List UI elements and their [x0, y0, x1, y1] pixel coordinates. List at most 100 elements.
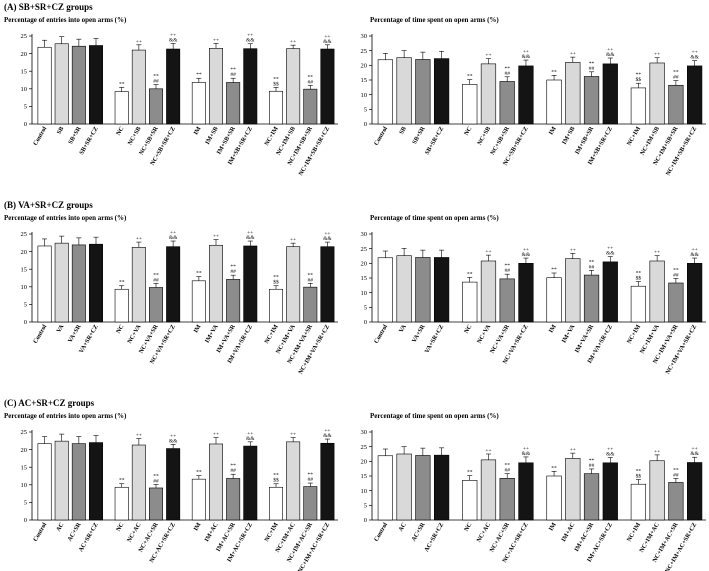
bar — [668, 482, 684, 521]
bar — [71, 443, 86, 521]
x-category-label: NC — [115, 324, 126, 335]
bar — [377, 59, 393, 125]
bar — [565, 458, 581, 521]
significance-label: ** — [636, 469, 642, 475]
significance-label: $$ — [636, 275, 642, 282]
x-category-label: NC — [463, 126, 474, 137]
x-category-label: NC+IM — [626, 323, 642, 345]
y-tick-label: 5 — [24, 104, 27, 111]
significance-label: ++ — [213, 234, 219, 240]
y-tick-label: 15 — [21, 266, 28, 273]
bar-chart: Percentage of time spent on open arms (%… — [361, 16, 706, 177]
significance-label: ++ — [247, 431, 253, 437]
x-category-label: IM+AC — [560, 522, 576, 543]
significance-label: && — [522, 252, 531, 258]
bar — [286, 246, 301, 323]
significance-label: && — [246, 235, 255, 241]
significance-label: ++ — [170, 433, 176, 439]
significance-label: ** — [673, 267, 679, 273]
significance-label: ## — [589, 264, 595, 270]
y-tick-label: 10 — [361, 92, 368, 99]
chart-title: Percentage of entries into open arms (%) — [4, 16, 127, 24]
x-category-label: IM+SB — [204, 126, 220, 146]
bar — [630, 285, 647, 323]
y-tick-label: 25 — [361, 246, 368, 253]
significance-label: ## — [308, 79, 314, 85]
significance-label: ** — [504, 263, 510, 269]
significance-label: ++ — [607, 246, 613, 252]
significance-label: && — [169, 37, 178, 43]
chart-title: Percentage of time spent on open arms (%… — [370, 412, 499, 420]
bar — [37, 443, 52, 521]
bar — [71, 244, 86, 323]
significance-label: ** — [551, 69, 557, 75]
significance-label: ** — [673, 467, 679, 473]
y-tick-label: 15 — [21, 464, 28, 471]
x-category-label: NC — [115, 522, 126, 533]
bar — [243, 445, 258, 521]
significance-label: ++ — [247, 33, 253, 39]
bar — [433, 58, 450, 125]
bar — [565, 62, 581, 125]
x-category-label: VA — [398, 323, 408, 334]
y-tick-label: 30 — [361, 33, 368, 40]
bar — [320, 246, 335, 323]
bar — [433, 257, 450, 323]
significance-label: ** — [308, 74, 314, 80]
y-tick-label: 15 — [361, 77, 368, 84]
significance-label: ## — [153, 277, 159, 283]
y-tick-label: 25 — [361, 48, 368, 55]
x-category-label: NC+IM — [263, 125, 279, 147]
x-category-label: VA+SR+CZ — [423, 324, 445, 355]
significance-label: && — [690, 451, 699, 457]
bar — [166, 48, 181, 125]
x-category-label: NC+VA — [476, 323, 493, 345]
x-category-label: NC — [463, 324, 474, 335]
x-category-label: NC+IM — [626, 125, 642, 147]
bar — [54, 440, 69, 521]
significance-label: && — [323, 433, 332, 439]
bar — [286, 441, 301, 521]
y-tick-label: 25 — [361, 444, 368, 451]
x-category-label: IM — [548, 323, 558, 334]
bar — [499, 81, 515, 125]
bar — [131, 247, 146, 323]
significance-label: ** — [467, 74, 473, 80]
significance-label: ** — [589, 61, 595, 67]
bar — [269, 90, 283, 125]
bar — [415, 455, 431, 521]
section-heading: (B) VA+SR+CZ groups — [4, 200, 93, 210]
bar — [114, 91, 129, 125]
bar — [320, 442, 335, 521]
chart-title: Percentage of entries into open arms (%) — [4, 412, 127, 420]
bar — [518, 263, 534, 323]
significance-label: && — [606, 251, 615, 257]
bar — [89, 243, 103, 323]
significance-label: ++ — [523, 49, 529, 55]
y-tick-label: 15 — [361, 275, 368, 282]
significance-label: && — [606, 52, 615, 58]
significance-label: ** — [119, 81, 125, 87]
y-tick-label: 20 — [361, 63, 368, 70]
bar — [396, 453, 412, 521]
x-category-label: IM — [548, 521, 558, 532]
bar — [583, 274, 600, 323]
bar — [269, 288, 283, 323]
x-category-label: IM+AC — [203, 522, 219, 543]
y-tick-label: 20 — [21, 249, 28, 256]
significance-label: && — [169, 438, 178, 444]
significance-label: $$ — [273, 279, 279, 286]
bar — [89, 45, 103, 125]
bar — [565, 258, 581, 323]
y-tick-label: 0 — [24, 121, 27, 128]
significance-label: ** — [467, 470, 473, 476]
significance-label: ++ — [654, 449, 660, 455]
x-category-label: NC+AC — [126, 522, 143, 544]
bar — [37, 245, 52, 323]
significance-label: ** — [153, 272, 159, 278]
y-tick-label: 5 — [24, 500, 27, 507]
significance-label: ++ — [570, 247, 576, 253]
bar — [54, 242, 69, 323]
bar — [191, 82, 206, 125]
y-tick-label: 20 — [361, 459, 368, 466]
